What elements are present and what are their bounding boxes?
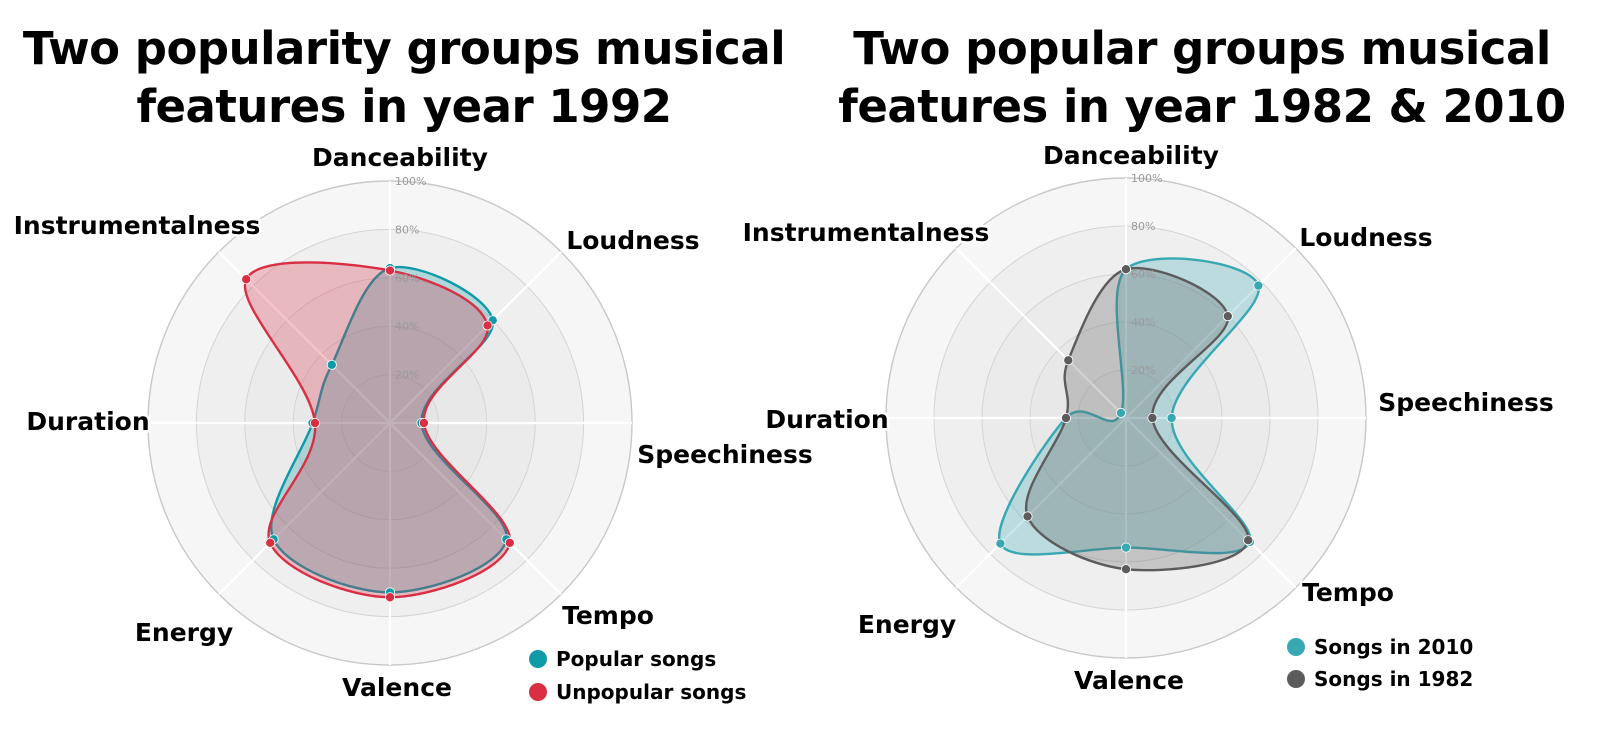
title-line-1: Two popular groups musical	[853, 22, 1551, 75]
axis-label-speechiness: Speechiness	[1378, 388, 1554, 417]
data-point-songs-in-2010-instrumentalness	[1115, 407, 1126, 418]
data-point-unpopular-songs-tempo	[504, 537, 515, 548]
legend-label-popular-songs: Popular songs	[556, 647, 716, 671]
data-point-unpopular-songs-valence	[384, 592, 395, 603]
tick-label-60: 60%	[395, 272, 419, 285]
axis-label-tempo: Tempo	[1302, 578, 1394, 607]
data-point-unpopular-songs-speechiness	[418, 417, 429, 428]
axis-label-valence: Valence	[1074, 666, 1184, 695]
legend-label-songs-in-1982: Songs in 1982	[1314, 667, 1473, 691]
title-line-2: features in year 1992	[136, 80, 672, 133]
axis-label-speechiness: Speechiness	[637, 440, 813, 469]
legend-marker-popular-songs	[529, 650, 547, 668]
data-point-popular-songs-instrumentalness	[326, 359, 337, 370]
data-point-unpopular-songs-instrumentalness	[241, 274, 252, 285]
axis-label-valence: Valence	[342, 673, 452, 702]
legend-marker-songs-in-1982	[1287, 670, 1305, 688]
data-point-songs-in-1982-danceability	[1120, 264, 1131, 275]
axis-spoke-tempo	[1125, 417, 1297, 589]
data-point-unpopular-songs-duration	[309, 417, 320, 428]
data-point-songs-in-1982-duration	[1060, 412, 1071, 423]
axis-label-instrumentalness: Instrumentalness	[743, 218, 990, 247]
chart-title: Two popularity groups musical features i…	[0, 20, 808, 136]
axis-spoke-energy	[955, 417, 1127, 589]
axis-label-loudness: Loudness	[1299, 223, 1432, 252]
radar-panel-1982-2010: Two popular groups musical features in y…	[740, 0, 1616, 744]
data-point-songs-in-1982-valence	[1120, 564, 1131, 575]
tick-label-100: 100%	[1131, 172, 1162, 185]
data-point-songs-in-1982-tempo	[1243, 535, 1254, 546]
title-line-1: Two popularity groups musical	[22, 22, 786, 75]
tick-label-80: 80%	[1131, 220, 1155, 233]
data-point-songs-in-1982-energy	[1022, 511, 1033, 522]
axis-label-danceability: Danceability	[1043, 141, 1219, 170]
data-point-unpopular-songs-energy	[265, 537, 276, 548]
axis-label-loudness: Loudness	[566, 226, 699, 255]
axis-spoke-energy	[218, 422, 391, 595]
chart-title: Two popular groups musical features in y…	[798, 20, 1606, 136]
radar-chart-1982-2010: 20% 40% 60% 80% 100% Danceability Loudness Spee…	[740, 139, 1556, 698]
title-line-2: features in year 1982 & 2010	[838, 80, 1566, 133]
data-point-unpopular-songs-danceability	[384, 265, 395, 276]
data-point-songs-in-2010-energy	[995, 538, 1006, 549]
data-point-songs-in-1982-instrumentalness	[1063, 355, 1074, 366]
legend-label-songs-in-2010: Songs in 2010	[1314, 635, 1473, 659]
axis-label-tempo: Tempo	[562, 601, 654, 630]
data-point-songs-in-1982-loudness	[1222, 311, 1233, 322]
data-point-songs-in-2010-valence	[1120, 542, 1131, 553]
legend: Songs in 2010 Songs in 1982	[1287, 635, 1473, 691]
legend-marker-unpopular-songs	[529, 683, 547, 701]
series-area-songs-in-2010	[998, 257, 1260, 556]
legend-marker-songs-in-2010	[1287, 638, 1305, 656]
tick-label-20: 20%	[395, 369, 419, 382]
radar-panel-1992: Two popularity groups musical features i…	[0, 0, 815, 744]
tick-label-20: 20%	[1131, 364, 1155, 377]
data-point-unpopular-songs-loudness	[482, 320, 493, 331]
axis-spoke-instrumentalness	[955, 247, 1127, 419]
legend-label-unpopular-songs: Unpopular songs	[556, 680, 746, 704]
axis-label-duration: Duration	[765, 405, 888, 434]
tick-label-40: 40%	[395, 320, 419, 333]
series-area-songs-in-1982	[1024, 266, 1250, 572]
axis-spoke-tempo	[389, 422, 562, 595]
axis-label-duration: Duration	[26, 407, 149, 436]
radar-grid	[885, 177, 1367, 659]
axis-spoke-loudness	[1125, 247, 1297, 419]
tick-label-80: 80%	[395, 223, 419, 236]
radar-chart-1992: 20% 40% 60% 80% 100% Danceability Loudness Spee…	[11, 141, 815, 705]
data-point-songs-in-2010-loudness	[1253, 280, 1264, 291]
axis-label-energy: Energy	[858, 610, 956, 639]
axis-spoke-loudness	[389, 251, 562, 424]
tick-label-100: 100%	[395, 175, 426, 188]
data-point-songs-in-2010-speechiness	[1166, 412, 1177, 423]
tick-label-40: 40%	[1131, 316, 1155, 329]
legend: Popular songs Unpopular songs	[529, 647, 746, 704]
axis-label-danceability: Danceability	[312, 143, 488, 172]
axis-label-instrumentalness: Instrumentalness	[14, 211, 261, 240]
axis-label-energy: Energy	[135, 618, 233, 647]
data-point-songs-in-1982-speechiness	[1147, 412, 1158, 423]
tick-label-60: 60%	[1131, 268, 1155, 281]
